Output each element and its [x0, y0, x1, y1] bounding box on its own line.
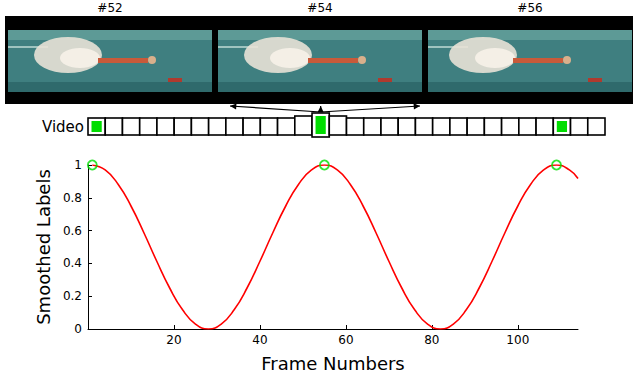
- svg-text:1: 1: [74, 158, 82, 172]
- svg-text:80: 80: [424, 333, 439, 347]
- svg-text:100: 100: [506, 333, 529, 347]
- svg-text:0.8: 0.8: [63, 191, 82, 205]
- svg-text:0: 0: [74, 322, 82, 336]
- svg-text:20: 20: [166, 333, 181, 347]
- svg-text:Video: Video: [42, 118, 84, 136]
- svg-text:60: 60: [338, 333, 353, 347]
- svg-text:0.6: 0.6: [63, 224, 82, 238]
- svg-text:#56: #56: [517, 1, 542, 15]
- svg-text:Smoothed Labels: Smoothed Labels: [33, 169, 54, 325]
- svg-text:0.4: 0.4: [63, 256, 82, 270]
- svg-text:#54: #54: [307, 1, 332, 15]
- svg-text:#52: #52: [97, 1, 122, 15]
- svg-text:0.2: 0.2: [63, 289, 82, 303]
- svg-text:40: 40: [252, 333, 267, 347]
- svg-text:Frame Numbers: Frame Numbers: [261, 353, 405, 374]
